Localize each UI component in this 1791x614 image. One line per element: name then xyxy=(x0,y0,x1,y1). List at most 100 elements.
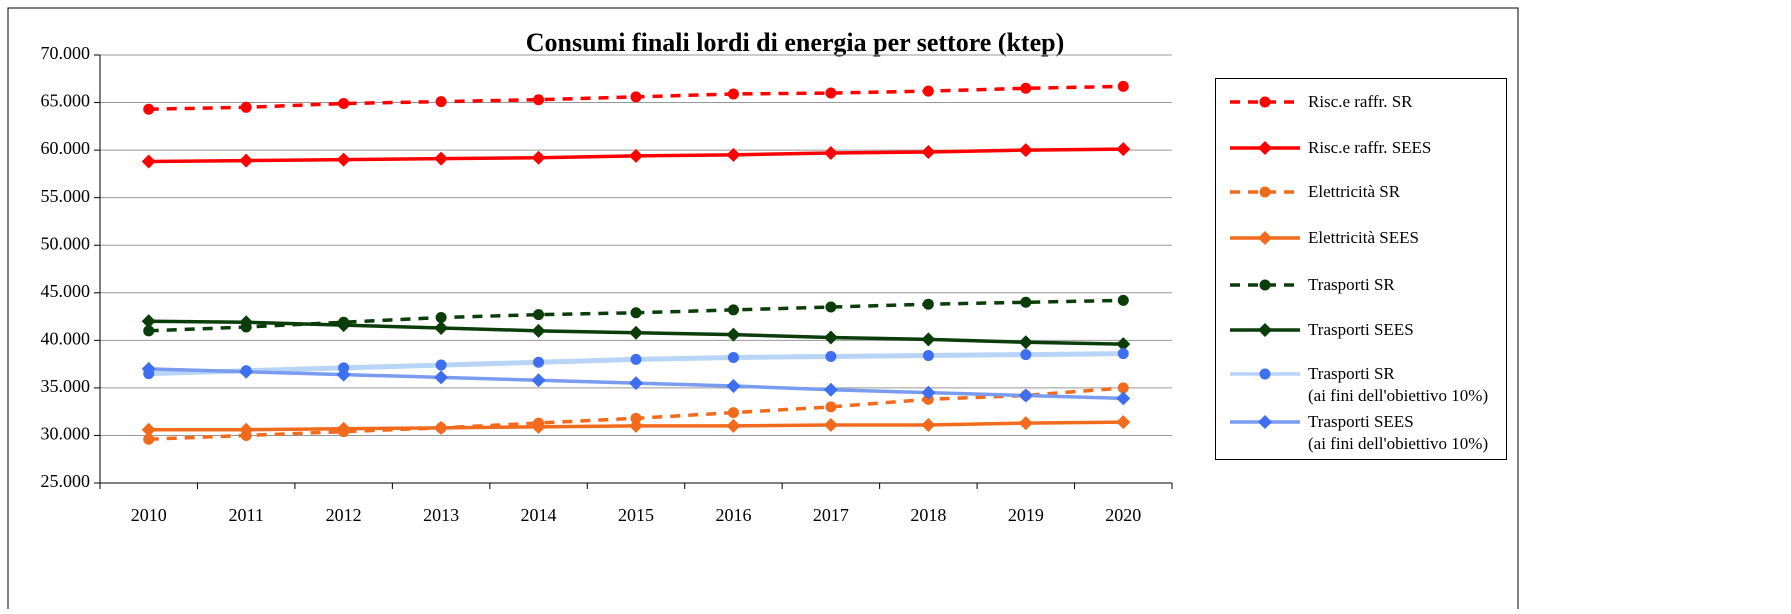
marker xyxy=(1259,186,1271,198)
marker xyxy=(823,417,838,432)
marker xyxy=(1259,96,1271,108)
marker xyxy=(1259,368,1271,380)
legend-item: Trasporti SR xyxy=(1224,274,1395,296)
marker xyxy=(921,417,936,432)
marker xyxy=(1018,416,1033,431)
y-tick-label: 45.000 xyxy=(41,281,91,301)
marker xyxy=(630,412,642,424)
y-tick-label: 50.000 xyxy=(41,233,91,253)
marker xyxy=(531,373,546,388)
marker xyxy=(434,370,449,385)
marker xyxy=(1116,415,1131,430)
marker xyxy=(726,327,741,342)
marker xyxy=(1116,337,1131,352)
marker xyxy=(726,147,741,162)
marker xyxy=(823,330,838,345)
marker xyxy=(336,152,351,167)
legend-label: Risc.e raffr. SR xyxy=(1308,92,1413,111)
marker xyxy=(1020,296,1032,308)
marker xyxy=(1020,349,1032,361)
marker xyxy=(1117,382,1129,394)
x-tick-label: 2020 xyxy=(1105,505,1141,525)
marker xyxy=(1018,143,1033,158)
y-tick-label: 40.000 xyxy=(41,328,91,348)
marker xyxy=(435,96,447,108)
marker xyxy=(823,382,838,397)
marker xyxy=(1258,323,1272,337)
marker xyxy=(629,376,643,391)
x-tick-label: 2011 xyxy=(229,505,264,525)
legend-item: Trasporti SEES xyxy=(1224,319,1414,341)
marker xyxy=(434,151,449,166)
marker xyxy=(823,145,838,160)
y-tick-label: 35.000 xyxy=(41,376,91,396)
marker xyxy=(825,351,837,363)
x-tick-label: 2016 xyxy=(715,505,751,525)
legend-swatch xyxy=(1230,415,1300,429)
marker xyxy=(533,94,545,106)
legend-label: Trasporti SR (ai fini dell'obiettivo 10%… xyxy=(1308,364,1489,405)
marker xyxy=(240,101,252,113)
marker xyxy=(1116,391,1131,406)
legend-label: Trasporti SEES xyxy=(1308,320,1414,339)
legend-label: Trasporti SR xyxy=(1308,275,1395,294)
legend-swatch xyxy=(1230,186,1300,198)
legend: Risc.e raffr. SR Risc.e raffr. SEES Elettr… xyxy=(1215,78,1507,460)
marker xyxy=(727,304,739,316)
marker xyxy=(726,378,741,393)
marker xyxy=(1117,294,1129,306)
marker xyxy=(1258,141,1272,155)
marker xyxy=(239,364,254,379)
marker xyxy=(1116,142,1131,157)
marker xyxy=(239,153,254,168)
legend-item: Risc.e raffr. SR xyxy=(1224,91,1413,113)
marker xyxy=(141,154,156,169)
marker xyxy=(727,351,739,363)
y-tick-label: 25.000 xyxy=(41,471,91,491)
x-tick-label: 2014 xyxy=(521,505,557,525)
marker xyxy=(143,433,155,445)
marker xyxy=(921,332,936,347)
legend-item: Risc.e raffr. SEES xyxy=(1224,137,1431,159)
chart-title: Consumi finali lordi di energia per sett… xyxy=(526,28,1065,57)
legend-item: Elettricità SEES xyxy=(1224,227,1419,249)
marker xyxy=(533,356,545,368)
marker xyxy=(825,401,837,413)
y-tick-label: 70.000 xyxy=(41,43,91,63)
y-tick-label: 65.000 xyxy=(41,91,91,111)
chart-border xyxy=(7,7,1519,614)
x-tick-label: 2017 xyxy=(813,505,849,525)
legend-swatch xyxy=(1230,141,1300,155)
marker xyxy=(141,422,156,437)
marker xyxy=(1020,82,1032,94)
marker xyxy=(922,298,934,310)
marker xyxy=(435,359,447,371)
marker xyxy=(336,421,351,436)
x-tick-label: 2012 xyxy=(326,505,362,525)
x-tick-label: 2019 xyxy=(1008,505,1044,525)
marker xyxy=(727,88,739,100)
y-tick-label: 55.000 xyxy=(41,186,91,206)
marker xyxy=(239,315,254,330)
marker xyxy=(434,420,449,435)
legend-swatch xyxy=(1230,96,1300,108)
marker xyxy=(239,422,254,437)
marker xyxy=(630,307,642,319)
marker xyxy=(1258,231,1272,245)
marker xyxy=(531,419,546,434)
legend-label: Trasporti SEES (ai fini dell'obiettivo 1… xyxy=(1308,412,1489,453)
marker xyxy=(922,85,934,97)
marker xyxy=(1018,335,1033,350)
marker xyxy=(629,148,643,163)
x-tick-label: 2015 xyxy=(618,505,654,525)
marker xyxy=(141,361,156,376)
marker xyxy=(630,353,642,365)
marker xyxy=(922,350,934,362)
marker xyxy=(1117,348,1129,360)
marker xyxy=(921,145,936,160)
marker xyxy=(1259,279,1271,291)
marker xyxy=(825,301,837,313)
marker xyxy=(1117,80,1129,92)
marker xyxy=(533,309,545,321)
